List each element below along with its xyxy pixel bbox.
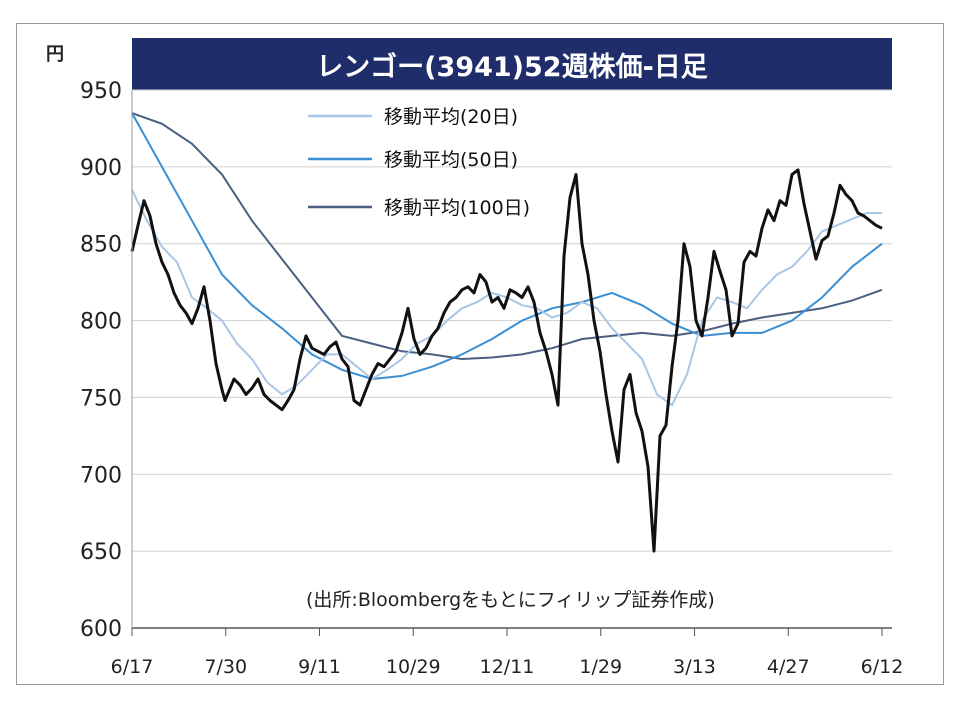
x-tick-label: 1/29 bbox=[579, 656, 622, 678]
y-tick-label: 600 bbox=[80, 617, 122, 642]
y-tick-label: 950 bbox=[80, 79, 122, 104]
y-tick-label: 650 bbox=[80, 540, 122, 565]
x-tick-label: 6/12 bbox=[861, 656, 904, 678]
x-tick-label: 6/17 bbox=[111, 656, 154, 678]
series-line-ma100 bbox=[131, 112, 883, 361]
x-tick-label: 12/11 bbox=[480, 656, 535, 678]
y-tick-label: 750 bbox=[80, 386, 122, 411]
series-line-price bbox=[130, 168, 883, 553]
x-tick-label: 7/30 bbox=[204, 656, 247, 678]
title-bar bbox=[132, 38, 892, 90]
chart-title: レンゴー(3941)52週株価-日足 bbox=[316, 51, 708, 83]
legend-label-ma50: 移動平均(50日) bbox=[384, 149, 518, 171]
y-tick-labels: 950 900 850 800 750 700 650 600 bbox=[80, 79, 122, 642]
y-tick-label: 700 bbox=[80, 463, 122, 488]
y-tick-label: 800 bbox=[80, 310, 122, 335]
legend-label-ma20: 移動平均(20日) bbox=[384, 106, 518, 128]
chart-frame bbox=[16, 23, 944, 685]
x-tick-labels: 6/17 7/30 9/11 10/29 12/11 1/29 3/13 4/27 6/12 bbox=[111, 628, 904, 678]
source-note: (出所:Bloombergをもとにフィリップ証券作成) bbox=[306, 589, 715, 611]
y-unit-label: 円 bbox=[46, 44, 64, 65]
x-tick-label: 9/11 bbox=[298, 656, 341, 678]
grid-lines bbox=[132, 89, 892, 552]
legend-label-ma100: 移動平均(100日) bbox=[384, 197, 530, 219]
y-tick-label: 900 bbox=[80, 156, 122, 181]
plot-area bbox=[132, 90, 892, 628]
x-tick-label: 3/13 bbox=[673, 656, 716, 678]
x-tick-label: 10/29 bbox=[386, 656, 441, 678]
y-tick-label: 850 bbox=[80, 233, 122, 258]
x-tick-label: 4/27 bbox=[767, 656, 810, 678]
series-line-ma50 bbox=[131, 112, 883, 381]
legend: 移動平均(20日) 移動平均(50日) 移動平均(100日) bbox=[308, 106, 530, 219]
